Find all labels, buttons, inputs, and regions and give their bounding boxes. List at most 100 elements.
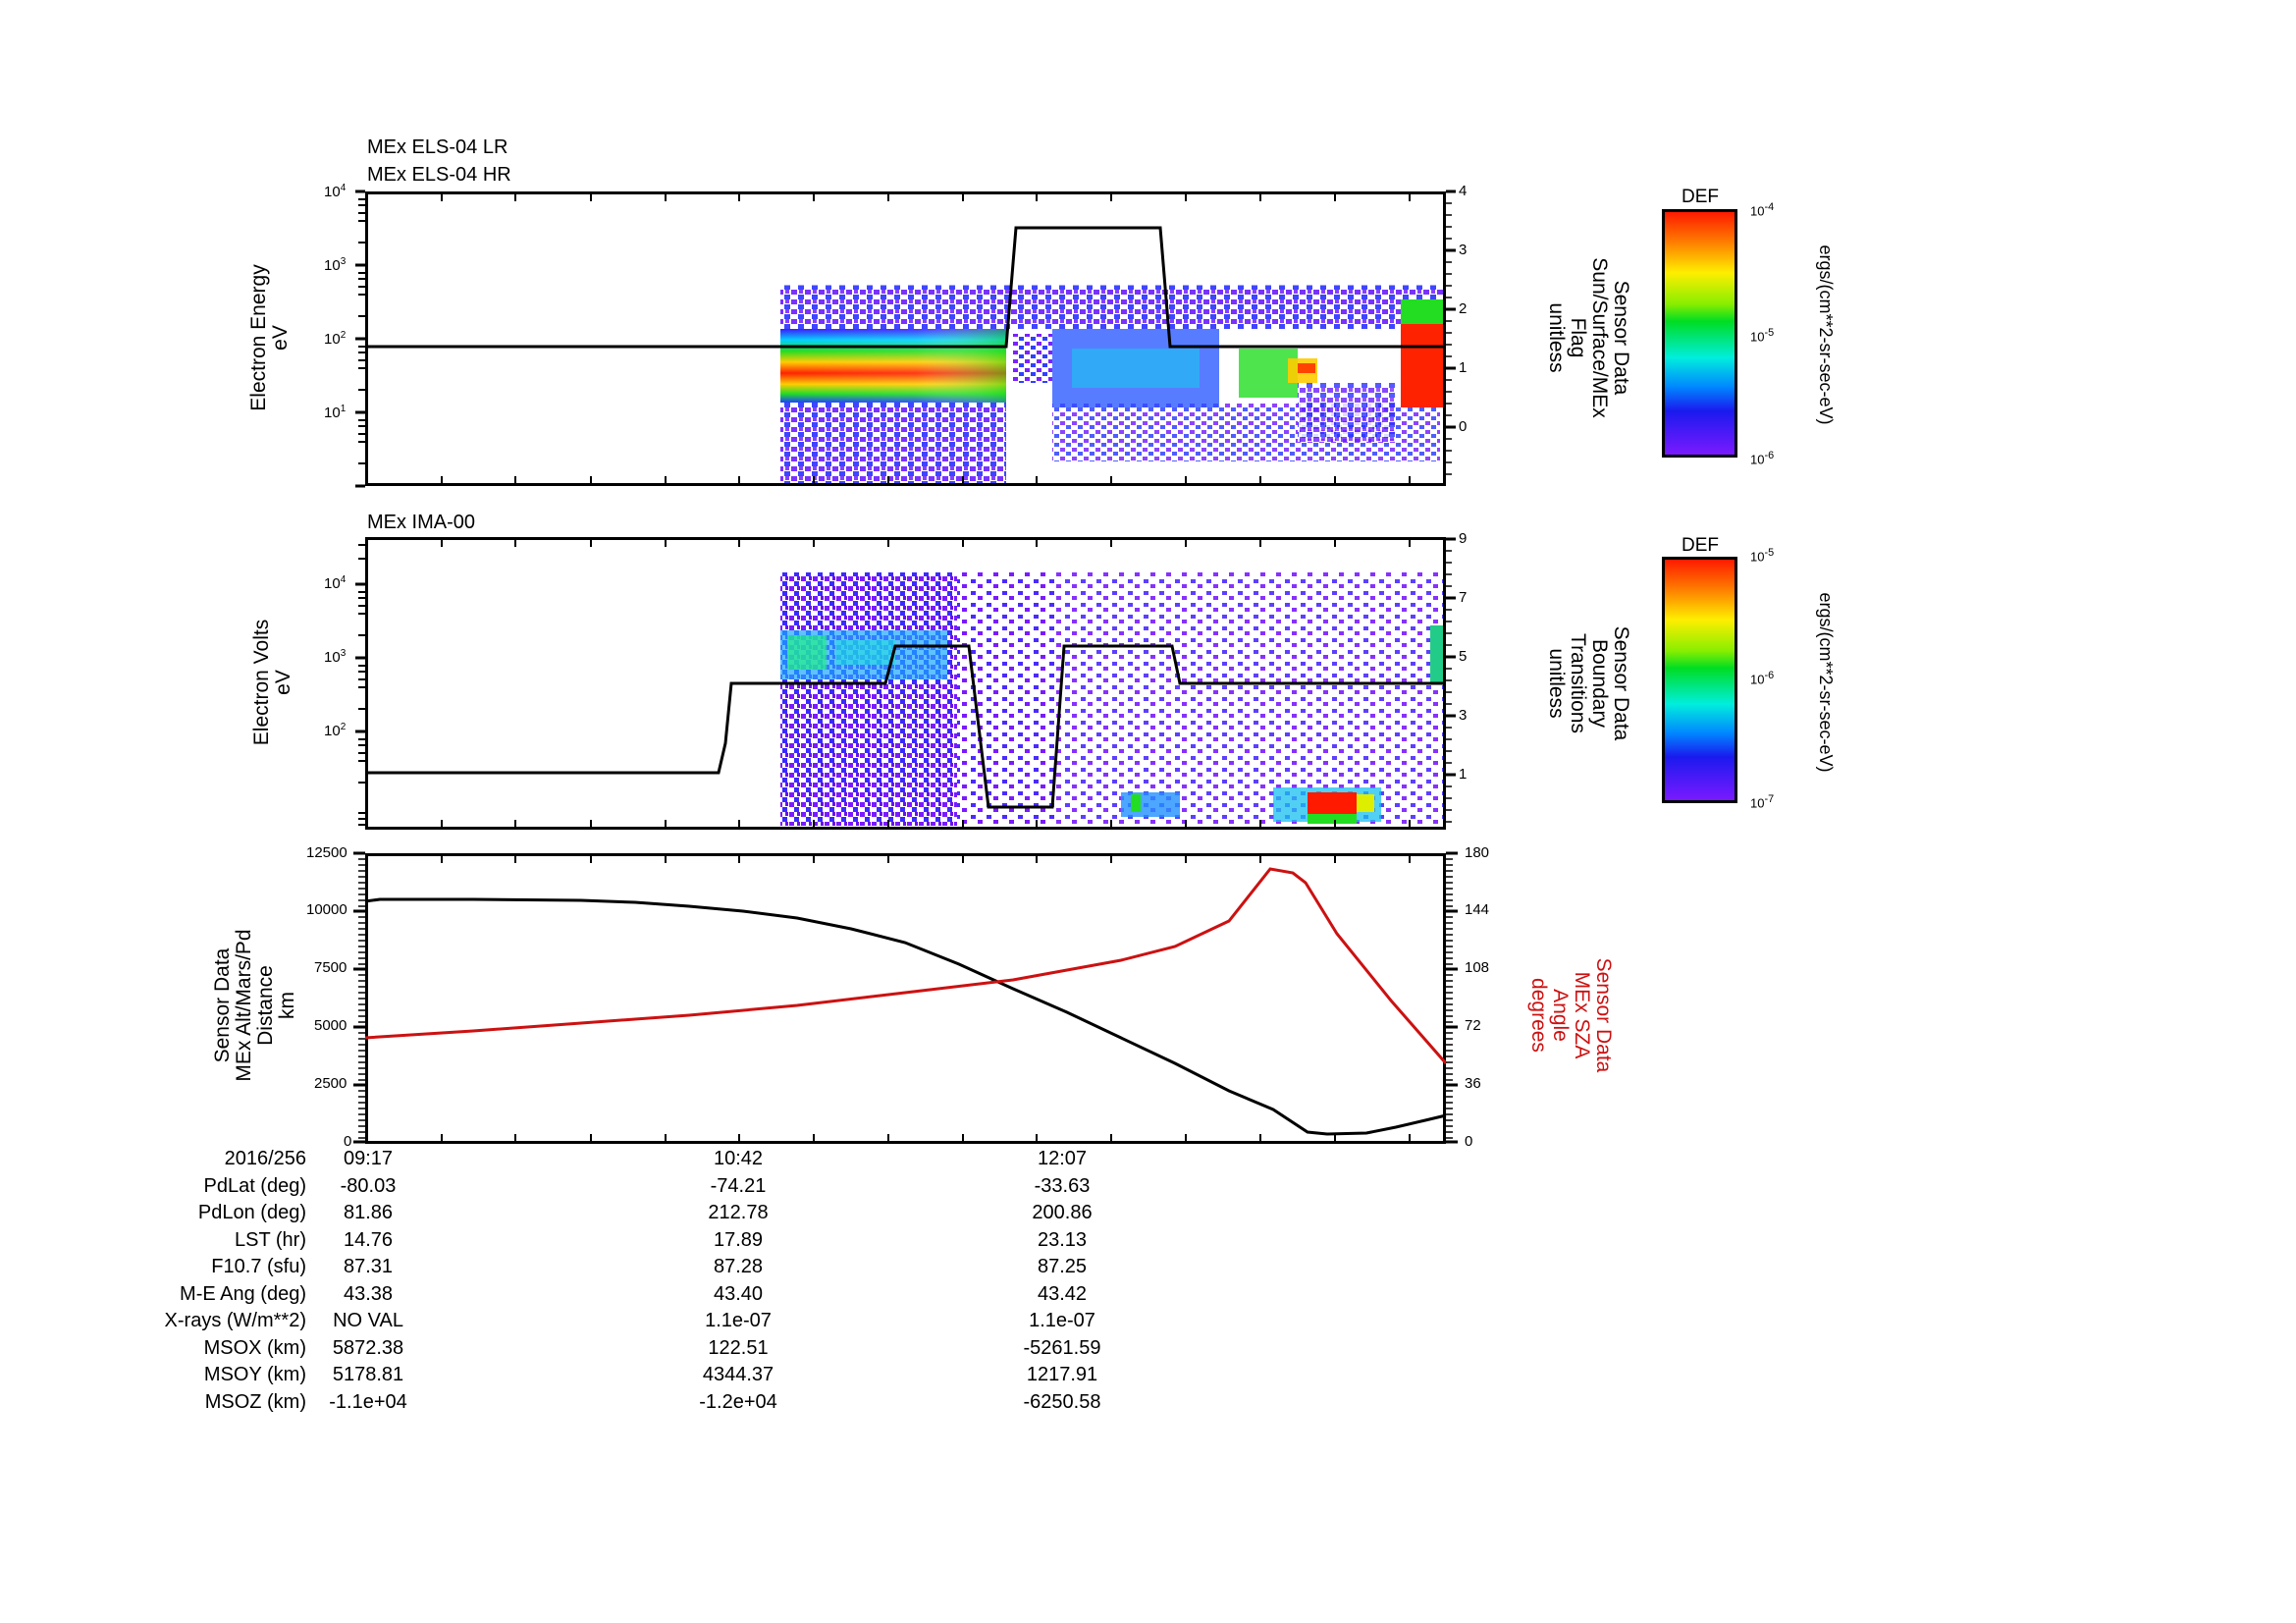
row-label: LST (hr) xyxy=(235,1228,306,1251)
ima-colorbar xyxy=(1662,557,1737,803)
sza-series xyxy=(364,867,1448,1064)
ima-left-axis-label: Electron Volts eV xyxy=(250,619,294,746)
cell: 43.42 xyxy=(1037,1282,1088,1305)
ima-cbtick-1e-6: 10-6 xyxy=(1750,670,1775,687)
altitude-series xyxy=(364,897,1447,1136)
cell: -80.03 xyxy=(340,1174,397,1197)
cell: -1.2e+04 xyxy=(699,1390,777,1413)
orbit-left-axis-label: Sensor Data MEx Alt/Mars/Pd Distance km xyxy=(211,929,298,1082)
cell: 4344.37 xyxy=(702,1364,774,1385)
row-label: F10.7 (sfu) xyxy=(211,1256,306,1277)
els-right-axis-label: Sensor Data Sun/Surface/MEx Flag unitles… xyxy=(1545,257,1632,418)
els-ytick-1e1: 101 xyxy=(324,404,347,421)
cell: -74.21 xyxy=(710,1174,767,1197)
els-y2tick-4: 4 xyxy=(1459,183,1468,199)
cell: 81.86 xyxy=(343,1202,394,1223)
orbit-y2tick-180: 180 xyxy=(1465,844,1490,861)
orbit-y2tick-0: 0 xyxy=(1465,1133,1473,1150)
cell: 5872.38 xyxy=(332,1336,404,1359)
row-label: MSOX (km) xyxy=(203,1336,306,1359)
cell: 5178.81 xyxy=(332,1364,404,1385)
orbit-line-panel xyxy=(365,853,1446,1144)
ima-title: MEx IMA-00 xyxy=(367,512,476,533)
cell: 43.40 xyxy=(713,1282,764,1305)
ima-colorbar-title: DEF xyxy=(1682,535,1719,556)
els-y2tick-2: 2 xyxy=(1459,300,1468,317)
orbit-y2tick-36: 36 xyxy=(1465,1075,1481,1092)
els-ytick-1e2: 102 xyxy=(324,330,347,348)
els-cbtick-1e-6: 10-6 xyxy=(1750,450,1775,467)
row-label: PdLat (deg) xyxy=(203,1174,306,1197)
time-label: 12:07 xyxy=(1037,1148,1088,1169)
ima-colorbar-unit: ergs/(cm**2-sr-sec-eV) xyxy=(1816,592,1836,773)
ima-y2tick-5: 5 xyxy=(1459,648,1468,665)
cell: -33.63 xyxy=(1034,1174,1091,1197)
orbit-y2tick-72: 72 xyxy=(1465,1017,1481,1034)
orbit-ytick-10000: 10000 xyxy=(306,901,347,918)
orbit-line-plot xyxy=(353,851,1458,1144)
els-colorbar-unit: ergs/(cm**2-sr-sec-eV) xyxy=(1816,244,1836,425)
row-label: MSOY (km) xyxy=(203,1364,306,1385)
ephemeris-col-1042: 10:42 -74.21 212.78 17.89 87.28 43.40 1.… xyxy=(665,1146,812,1416)
row-label: PdLon (deg) xyxy=(197,1202,306,1223)
els-cbtick-1e-5: 10-5 xyxy=(1750,327,1775,345)
els-spectrogram-plot xyxy=(355,189,1456,488)
row-label: M-E Ang (deg) xyxy=(180,1282,306,1305)
cell: 1.1e-07 xyxy=(705,1310,772,1331)
orbit-ytick-7500: 7500 xyxy=(314,959,347,976)
cell: 87.28 xyxy=(713,1256,764,1277)
date-label: 2016/256 xyxy=(224,1148,306,1169)
els-y2tick-3: 3 xyxy=(1459,242,1468,258)
els-y2tick-1: 1 xyxy=(1459,359,1468,376)
ephemeris-labels: 2016/256 PdLat (deg) PdLon (deg) LST (hr… xyxy=(147,1146,306,1416)
cell: 87.31 xyxy=(343,1256,394,1277)
cell: 122.51 xyxy=(708,1336,769,1359)
ephemeris-col-0917: 09:17 -80.03 81.86 14.76 87.31 43.38 NO … xyxy=(294,1146,442,1416)
row-label: MSOZ (km) xyxy=(204,1390,306,1413)
cell: -6250.58 xyxy=(1023,1390,1101,1413)
ima-y2tick-1: 1 xyxy=(1459,766,1468,783)
time-label: 10:42 xyxy=(713,1148,764,1169)
ima-cbtick-1e-7: 10-7 xyxy=(1750,793,1775,811)
cell: -1.1e+04 xyxy=(329,1390,407,1413)
ima-cbtick-1e-5: 10-5 xyxy=(1750,547,1775,565)
cell: 1.1e-07 xyxy=(1029,1310,1095,1331)
cell: 17.89 xyxy=(713,1228,764,1251)
ima-spectrogram-plot xyxy=(355,537,1456,830)
els-y2tick-0: 0 xyxy=(1459,418,1468,435)
ima-right-axis-label: Sensor Data Boundary Transitions unitles… xyxy=(1545,625,1632,741)
cell: -5261.59 xyxy=(1023,1336,1101,1359)
els-ytick-1e3: 103 xyxy=(324,256,347,274)
ima-ytick-1e2: 102 xyxy=(324,722,347,739)
els-title-lr: MEx ELS-04 LR xyxy=(367,136,508,158)
cell: 14.76 xyxy=(343,1228,394,1251)
ima-ytick-1e3: 103 xyxy=(324,648,347,666)
row-label: X-rays (W/m**2) xyxy=(164,1310,306,1331)
els-title-hr: MEx ELS-04 HR xyxy=(367,164,511,186)
cell: 1217.91 xyxy=(1026,1364,1098,1385)
els-colorbar-title: DEF xyxy=(1682,187,1719,207)
orbit-ytick-5000: 5000 xyxy=(314,1017,347,1034)
els-left-axis-label: Electron Energy eV xyxy=(247,264,292,411)
ima-y2tick-3: 3 xyxy=(1459,707,1468,724)
els-ytick-1e4: 104 xyxy=(324,183,347,200)
cell: 23.13 xyxy=(1037,1228,1088,1251)
time-label: 09:17 xyxy=(343,1148,394,1169)
cell: 87.25 xyxy=(1037,1256,1088,1277)
orbit-right-axis-label: Sensor Data MEx SZA Angle degrees xyxy=(1527,957,1615,1073)
orbit-y2tick-144: 144 xyxy=(1465,901,1490,918)
ima-y2tick-9: 9 xyxy=(1459,530,1468,547)
cell: 43.38 xyxy=(343,1282,394,1305)
els-cbtick-1e-4: 10-4 xyxy=(1750,201,1775,219)
cell: 200.86 xyxy=(1032,1202,1093,1223)
orbit-ytick-12500: 12500 xyxy=(306,844,347,861)
ephemeris-col-1207: 12:07 -33.63 200.86 23.13 87.25 43.42 1.… xyxy=(988,1146,1136,1416)
ima-ytick-1e4: 104 xyxy=(324,574,347,592)
orbit-y2tick-108: 108 xyxy=(1465,959,1490,976)
els-colorbar xyxy=(1662,209,1737,458)
ima-y2tick-7: 7 xyxy=(1459,589,1468,606)
orbit-ytick-0: 0 xyxy=(344,1133,352,1150)
orbit-ytick-2500: 2500 xyxy=(314,1075,347,1092)
cell: NO VAL xyxy=(333,1310,403,1331)
cell: 212.78 xyxy=(708,1202,769,1223)
